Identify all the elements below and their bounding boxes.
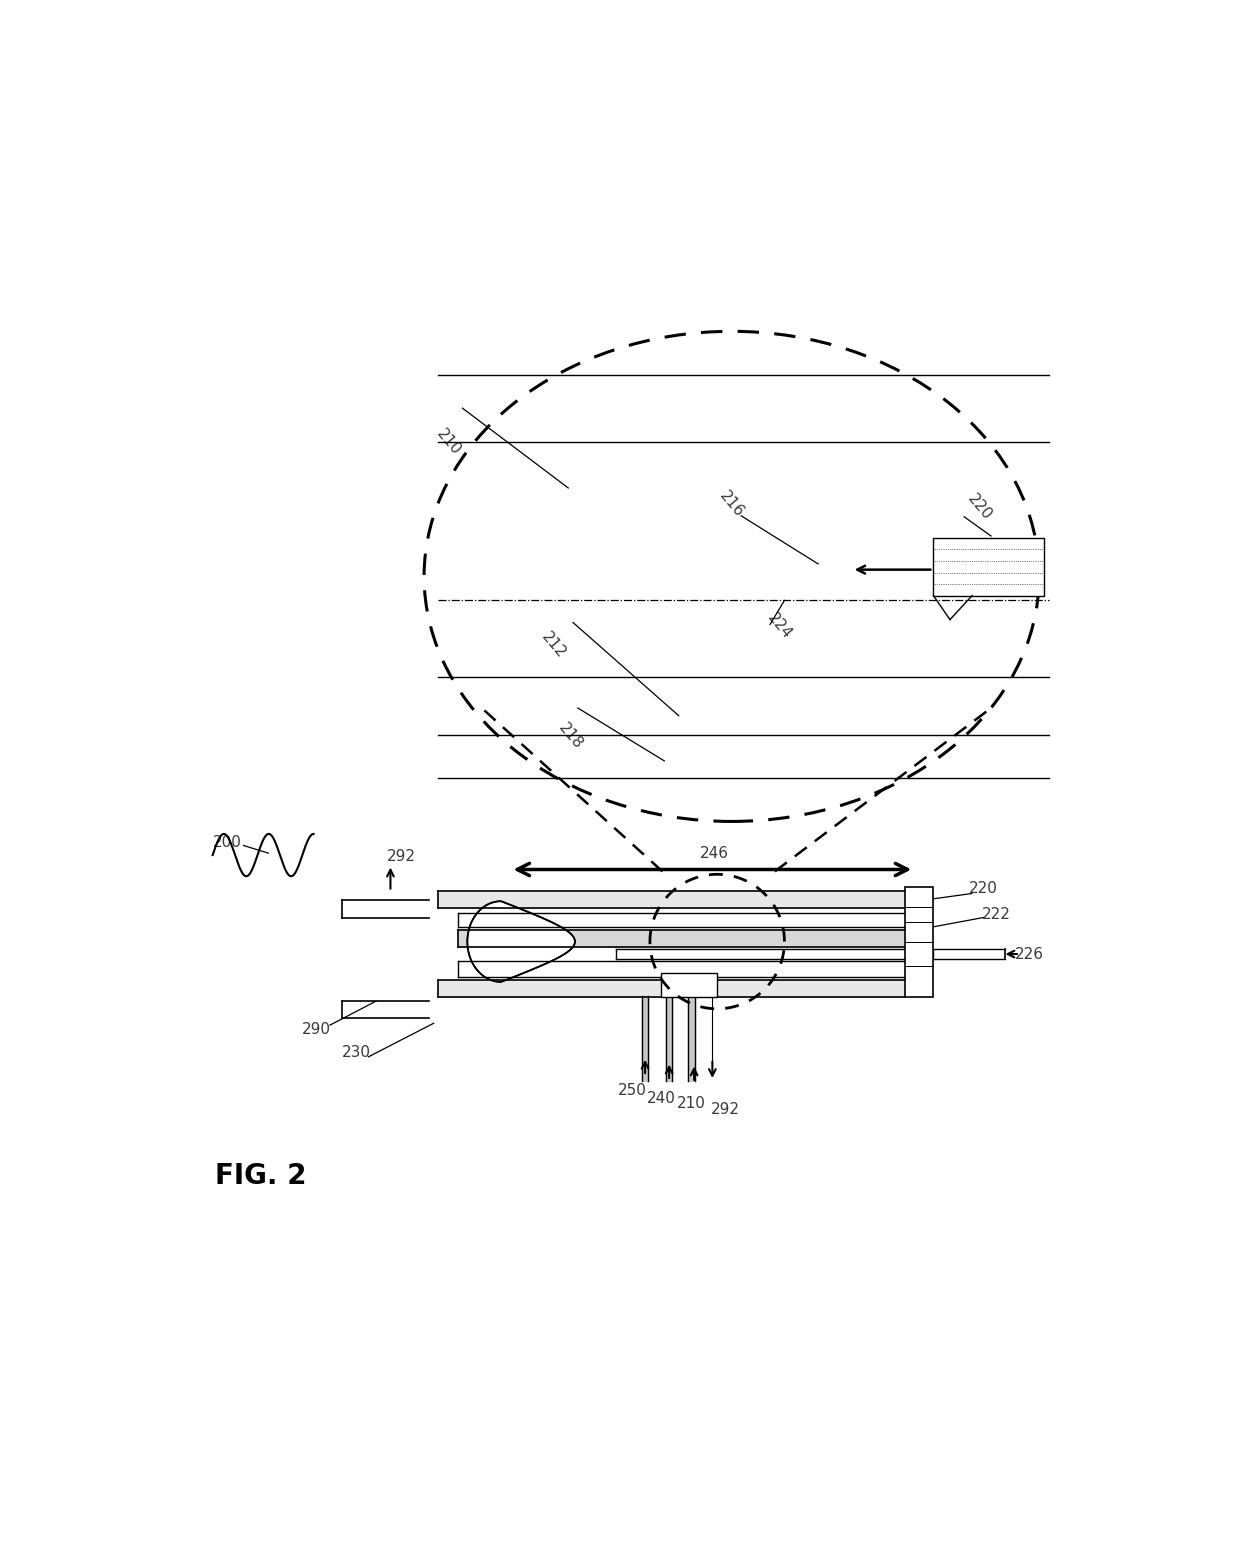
Text: FIG. 2: FIG. 2 <box>215 1162 306 1190</box>
Text: 260: 260 <box>486 939 516 955</box>
Text: 220: 220 <box>968 881 998 895</box>
Text: 250: 250 <box>619 1083 647 1098</box>
Text: 246: 246 <box>699 846 729 861</box>
Text: 230: 230 <box>342 1045 371 1059</box>
Text: 220: 220 <box>965 491 994 523</box>
Bar <box>661 973 717 997</box>
Text: 290: 290 <box>303 1022 331 1037</box>
Polygon shape <box>467 902 575 981</box>
Text: 218: 218 <box>556 721 585 752</box>
Bar <box>905 886 934 997</box>
Text: 222: 222 <box>981 908 1011 922</box>
Text: 226: 226 <box>1016 947 1044 961</box>
Text: 216: 216 <box>717 488 746 519</box>
Text: 200: 200 <box>212 835 242 850</box>
Text: 292: 292 <box>712 1103 740 1117</box>
Text: 210: 210 <box>433 426 463 457</box>
Text: 292: 292 <box>387 850 415 864</box>
Text: 224: 224 <box>765 610 795 643</box>
Text: 210: 210 <box>677 1095 706 1111</box>
Text: 240: 240 <box>647 1090 676 1106</box>
Text: 212: 212 <box>539 630 569 661</box>
Bar <box>934 538 1044 596</box>
